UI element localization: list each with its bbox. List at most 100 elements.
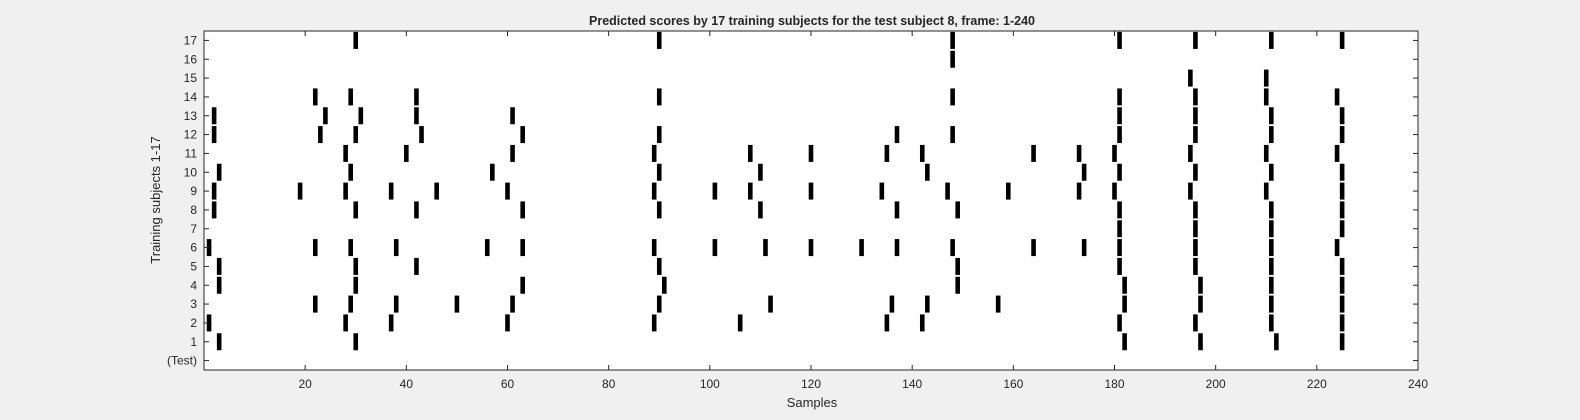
score-mark	[879, 182, 885, 200]
score-mark	[1193, 88, 1198, 106]
score-mark	[393, 239, 399, 257]
score-mark	[884, 144, 890, 162]
score-mark	[656, 31, 662, 49]
score-mark	[1274, 333, 1279, 351]
y-tick-label: 10	[184, 165, 198, 179]
score-mark	[1188, 69, 1193, 87]
score-mark	[323, 107, 328, 125]
y-tick-label: 3	[190, 297, 197, 311]
score-mark	[1339, 163, 1345, 181]
score-mark	[950, 88, 955, 106]
score-mark	[353, 201, 359, 219]
x-tick-label: 220	[1307, 377, 1327, 391]
score-mark	[414, 88, 419, 106]
y-tick-label: 5	[190, 259, 197, 273]
score-mark	[1031, 239, 1036, 257]
x-tick-label: 180	[1104, 377, 1124, 391]
score-mark	[348, 295, 353, 313]
score-mark	[894, 201, 900, 219]
score-mark	[216, 257, 222, 275]
score-mark	[758, 201, 763, 219]
y-tick-label: 6	[190, 241, 197, 255]
score-mark	[748, 144, 753, 162]
score-mark	[950, 31, 955, 49]
data-marks	[206, 31, 1345, 351]
score-mark	[1263, 69, 1269, 87]
score-mark	[414, 107, 419, 125]
score-mark	[510, 107, 515, 125]
score-mark	[950, 50, 955, 68]
score-mark	[894, 239, 900, 257]
score-mark	[859, 239, 864, 257]
score-mark	[1198, 276, 1203, 294]
score-mark	[1076, 182, 1082, 200]
score-mark	[1269, 126, 1274, 144]
score-mark	[1198, 295, 1203, 313]
score-mark	[1117, 201, 1122, 219]
score-mark	[312, 239, 318, 257]
score-mark	[894, 126, 900, 144]
score-mark	[353, 31, 359, 49]
score-mark	[1112, 144, 1117, 162]
score-mark	[1122, 295, 1127, 313]
score-mark	[318, 126, 323, 144]
score-mark	[1269, 201, 1274, 219]
score-mark	[484, 239, 490, 257]
score-mark	[454, 295, 460, 313]
score-mark	[651, 182, 657, 200]
score-mark	[656, 295, 662, 313]
score-mark	[1117, 239, 1122, 257]
x-axis-label: Samples	[787, 395, 838, 410]
score-mark	[353, 257, 359, 275]
score-mark	[925, 295, 930, 313]
score-mark	[353, 126, 359, 144]
score-mark	[1193, 31, 1198, 49]
x-tick-label: 120	[801, 377, 821, 391]
x-tick-label: 80	[602, 377, 616, 391]
score-mark	[348, 88, 353, 106]
score-mark	[216, 163, 222, 181]
score-mark	[1263, 144, 1269, 162]
score-mark	[1117, 163, 1122, 181]
score-mark	[1198, 333, 1203, 351]
score-mark	[1193, 257, 1198, 275]
score-mark	[1269, 239, 1274, 257]
plot-area	[204, 31, 1418, 370]
score-mark	[1117, 107, 1122, 125]
score-mark	[1339, 201, 1345, 219]
score-mark	[748, 182, 753, 200]
score-mark	[1269, 295, 1274, 313]
score-mark	[1188, 182, 1193, 200]
x-tick-label: 140	[902, 377, 922, 391]
score-mark	[919, 314, 925, 332]
y-tick-label: 17	[184, 33, 198, 47]
score-mark	[656, 257, 662, 275]
x-tick-label: 20	[298, 377, 312, 391]
score-mark	[358, 107, 364, 125]
score-mark	[1193, 201, 1198, 219]
score-mark	[520, 239, 525, 257]
score-mark	[884, 314, 890, 332]
score-mark	[1339, 314, 1345, 332]
score-mark	[312, 88, 318, 106]
score-mark	[950, 126, 955, 144]
score-mark	[955, 201, 960, 219]
score-mark	[925, 163, 930, 181]
score-mark	[1339, 220, 1345, 238]
score-mark	[656, 88, 662, 106]
score-mark	[1117, 314, 1122, 332]
score-mark	[656, 163, 662, 181]
score-mark	[1193, 163, 1198, 181]
score-mark	[1339, 107, 1345, 125]
score-mark	[414, 201, 419, 219]
y-tick-label: 8	[190, 203, 197, 217]
y-tick-label: 16	[184, 52, 198, 66]
score-mark	[1339, 31, 1345, 49]
x-tick-label: 240	[1408, 377, 1428, 391]
score-mark	[434, 182, 439, 200]
score-mark	[889, 295, 895, 313]
score-mark	[1117, 31, 1122, 49]
y-tick-label: 4	[190, 278, 197, 292]
score-mark	[1339, 295, 1345, 313]
score-mark	[419, 126, 424, 144]
